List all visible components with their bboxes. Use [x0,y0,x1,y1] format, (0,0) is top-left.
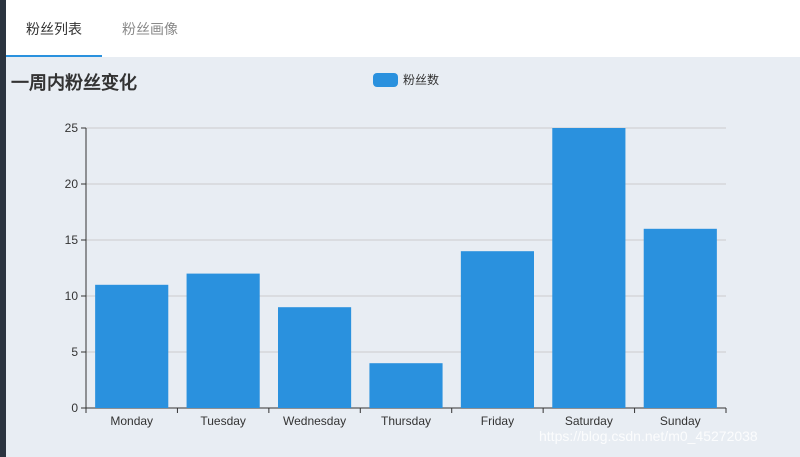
chart-legend[interactable]: 粉丝数 [373,71,439,88]
x-tick-label: Sunday [660,414,701,428]
bar[interactable] [95,284,169,408]
bar-chart: 0 5 10 15 20 25 Monday Tuesday Wednesday Thursday… [65,121,727,428]
y-tick-label: 0 [71,401,78,415]
y-tick-label: 15 [65,233,79,247]
tab-fan-profile[interactable]: 粉丝画像 [102,0,198,57]
bar[interactable] [186,273,260,408]
legend-label: 粉丝数 [403,73,440,87]
x-tick-label: Thursday [381,414,431,428]
bar[interactable] [643,228,717,408]
x-tick-label: Saturday [565,414,613,428]
y-tick-label: 10 [65,289,79,303]
y-tick-label: 5 [71,345,78,359]
x-tick-label: Friday [481,414,514,428]
chart-panel: 一周内粉丝变化 粉丝数 0 5 10 15 20 25 Monday Tuesday Wedne… [6,57,800,457]
legend-swatch [373,72,398,87]
tab-fan-profile-label: 粉丝画像 [122,20,178,37]
bar[interactable] [369,363,443,408]
x-tick-label: Tuesday [200,414,246,428]
bar[interactable] [552,128,626,408]
active-tab-indicator [6,55,102,57]
tab-fan-list-label: 粉丝列表 [26,20,82,37]
chart-title: 一周内粉丝变化 [11,73,137,93]
y-tick-label: 20 [65,177,79,191]
watermark: https://blog.csdn.net/m0_45272038 [539,428,758,444]
tab-bar: 粉丝列表 粉丝画像 [6,0,800,57]
x-tick-label: Wednesday [283,414,346,428]
bar[interactable] [278,307,352,408]
y-tick-label: 25 [65,121,79,135]
window-left-edge [0,0,6,457]
tab-fan-list[interactable]: 粉丝列表 [6,0,102,57]
x-tick-label: Monday [110,414,153,428]
bar[interactable] [460,251,534,408]
